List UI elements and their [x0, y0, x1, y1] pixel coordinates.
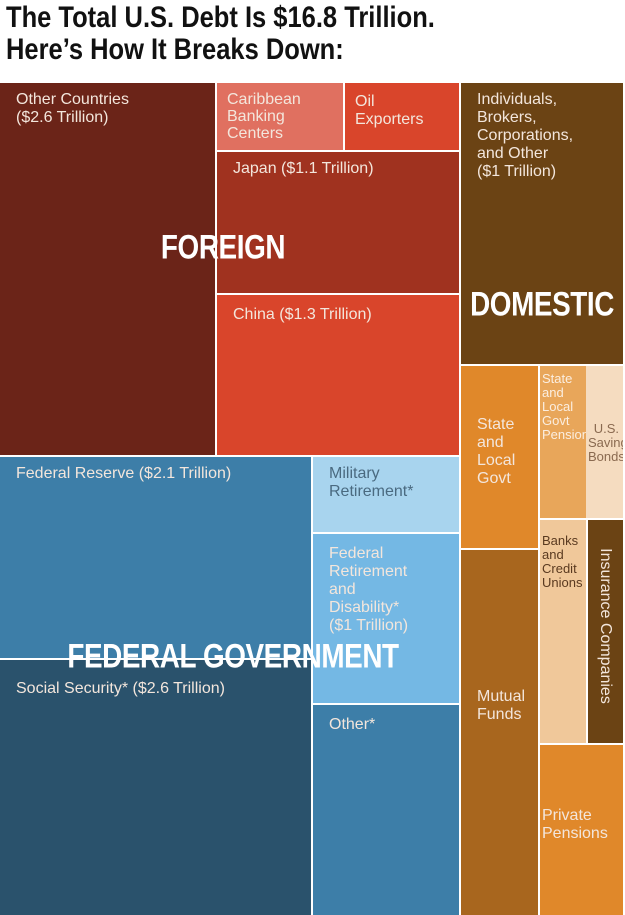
cell: State and Local Govt	[461, 366, 538, 548]
cell: Military Retirement*	[313, 457, 459, 532]
cell: Federal Retirement and Disability* ($1 T…	[313, 534, 459, 703]
cell: Other*	[313, 705, 459, 915]
group-label: FEDERAL GOVERNMENT	[67, 637, 399, 676]
cell: China ($1.3 Trillion)	[217, 295, 459, 455]
cell-label: Insurance Companies	[597, 548, 614, 704]
cell: Social Security* ($2.6 Trillion)	[0, 660, 311, 915]
cell: Federal Reserve ($2.1 Trillion)	[0, 457, 311, 658]
cell: Mutual Funds	[461, 550, 538, 915]
group-label: DOMESTIC	[470, 285, 614, 324]
cell: Banks and Credit Unions	[540, 520, 586, 743]
cell: Caribbean Banking Centers	[217, 83, 343, 150]
cell: Private Pensions	[540, 745, 623, 915]
group-label: FOREIGN	[160, 228, 286, 267]
cell-bg	[588, 520, 623, 743]
cell: Japan ($1.1 Trillion)	[217, 152, 459, 293]
cell: Individuals, Brokers, Corporations, and …	[461, 83, 623, 364]
cell: Oil Exporters	[345, 83, 459, 150]
cell: State and Local Govt Pensions	[540, 366, 586, 518]
cell: Other Countries ($2.6 Trillion)	[0, 83, 215, 455]
cell: U.S. Savings Bonds	[586, 366, 623, 518]
title: The Total U.S. Debt Is $16.8 Trillion. H…	[6, 1, 435, 66]
